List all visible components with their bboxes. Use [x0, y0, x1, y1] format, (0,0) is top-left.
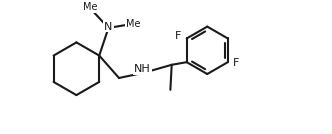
Text: N: N [104, 22, 113, 32]
Text: F: F [175, 31, 182, 41]
Text: F: F [233, 58, 239, 68]
Text: Me: Me [126, 19, 141, 29]
Text: Me: Me [83, 2, 97, 12]
Text: NH: NH [134, 64, 151, 74]
